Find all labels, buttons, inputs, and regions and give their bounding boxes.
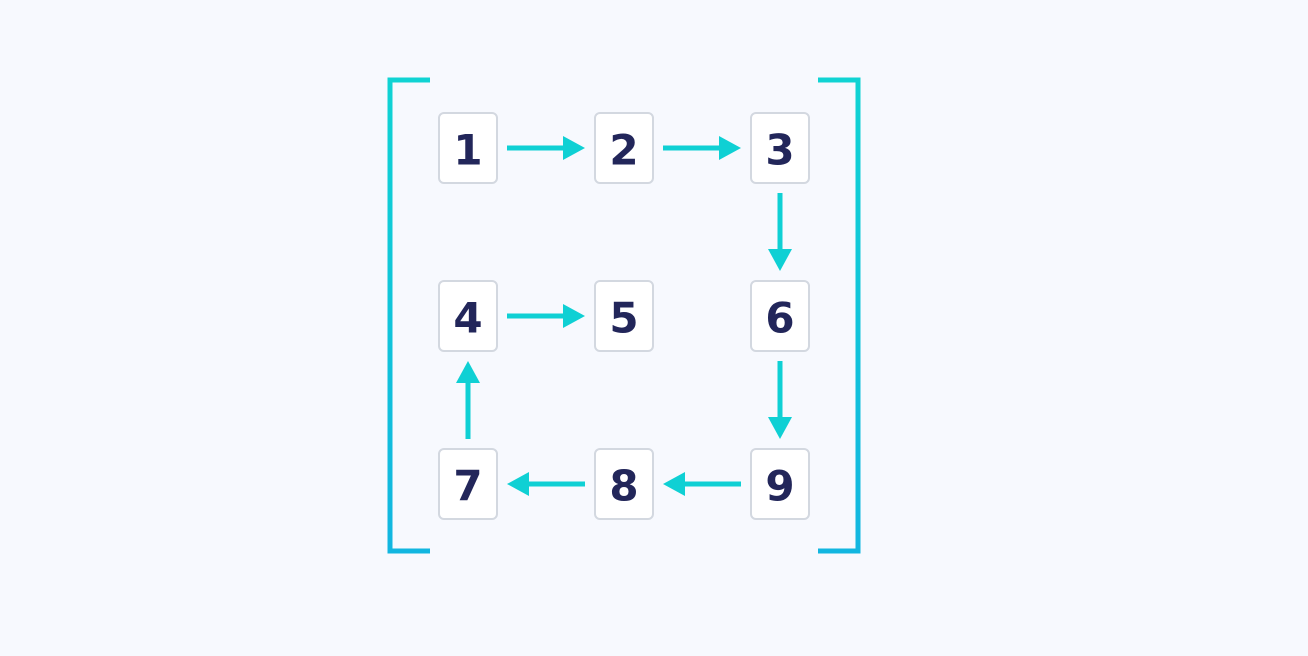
arrow-3-to-6 xyxy=(768,193,792,271)
cell-label: 4 xyxy=(453,294,482,343)
cell-label: 8 xyxy=(609,462,638,511)
arrow-head xyxy=(456,361,480,383)
arrow-6-to-9 xyxy=(768,361,792,439)
matrix-cell-2: 2 xyxy=(594,112,654,184)
arrow-head xyxy=(719,136,741,160)
arrow-1-to-2 xyxy=(507,136,585,160)
arrow-head xyxy=(563,136,585,160)
arrow-4-to-5 xyxy=(507,304,585,328)
arrow-head xyxy=(507,472,529,496)
arrow-head xyxy=(768,249,792,271)
matrix-cell-7: 7 xyxy=(438,448,498,520)
matrix-cell-4: 4 xyxy=(438,280,498,352)
cell-box xyxy=(750,280,810,352)
matrix-cell-9: 9 xyxy=(750,448,810,520)
spiral-arrows xyxy=(456,136,792,496)
cell-label: 9 xyxy=(765,462,794,511)
cell-label: 3 xyxy=(765,126,794,175)
arrow-head xyxy=(768,417,792,439)
cell-box xyxy=(594,280,654,352)
cell-box xyxy=(594,448,654,520)
cell-label: 6 xyxy=(765,294,794,343)
cell-box xyxy=(750,448,810,520)
cell-box xyxy=(594,112,654,184)
cell-label: 7 xyxy=(453,462,482,511)
cell-label: 2 xyxy=(609,126,638,175)
cell-box xyxy=(438,280,498,352)
right-bracket xyxy=(818,77,861,554)
matrix-cell-3: 3 xyxy=(750,112,810,184)
matrix-cells: 1 2 3 4 5 6 7 8 9 xyxy=(438,112,810,520)
cell-label: 5 xyxy=(609,294,638,343)
cell-box xyxy=(438,112,498,184)
arrow-head xyxy=(663,472,685,496)
arrow-7-to-4 xyxy=(456,361,480,439)
arrow-head xyxy=(563,304,585,328)
cell-box xyxy=(750,112,810,184)
matrix-cell-6: 6 xyxy=(750,280,810,352)
matrix-cell-5: 5 xyxy=(594,280,654,352)
arrow-9-to-8 xyxy=(663,472,741,496)
left-bracket xyxy=(387,77,430,554)
cell-box xyxy=(438,448,498,520)
cell-label: 1 xyxy=(453,126,482,175)
matrix-cell-8: 8 xyxy=(594,448,654,520)
arrow-8-to-7 xyxy=(507,472,585,496)
matrix-cell-1: 1 xyxy=(438,112,498,184)
arrow-2-to-3 xyxy=(663,136,741,160)
